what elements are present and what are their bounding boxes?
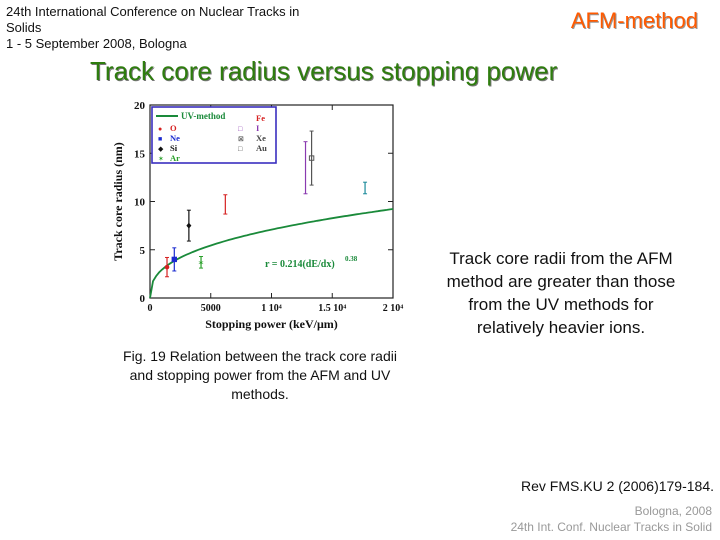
- track-radius-chart: 0 5000 1 10⁴ 1.5 10⁴ 2 10⁴ 0 5 10 15 20 Stopping p…: [111, 100, 404, 331]
- x-tick-label: 0: [148, 303, 153, 314]
- point-ar: ✶: [198, 258, 205, 267]
- legend-label-ar: Ar: [170, 153, 180, 163]
- legend-symbol-i: □: [238, 125, 243, 133]
- legend-label-i: I: [256, 123, 260, 133]
- footer-line-2: 24th Int. Conf. Nuclear Tracks in Solid: [510, 520, 712, 534]
- conference-title: 24th International Conference on Nuclear…: [6, 4, 300, 51]
- method-label: AFM-method: [570, 8, 698, 33]
- x-tick-label: 1 10⁴: [261, 303, 282, 314]
- legend-symbol-si: ◆: [158, 145, 164, 153]
- fit-equation: r = 0.214(dE/dx): [265, 259, 335, 270]
- legend-symbol-au: □: [238, 145, 243, 153]
- legend-symbol-ar: ✶: [158, 155, 164, 163]
- y-axis-label: Track core radius (nm): [111, 142, 125, 261]
- legend-label-au: Au: [256, 143, 267, 153]
- y-tick-label: 5: [140, 245, 146, 257]
- legend-label-ne: Ne: [170, 133, 180, 143]
- footer: Bologna, 2008 24th Int. Conf. Nuclear Tr…: [511, 503, 712, 535]
- y-tick-label: 0: [140, 293, 146, 305]
- legend-label-fe: Fe: [256, 113, 265, 123]
- legend-label-si: Si: [170, 143, 178, 153]
- legend-symbol-ne: ■: [158, 135, 162, 143]
- slide-title: Track core radius versus stopping power: [90, 56, 558, 86]
- fit-exponent: 0.38: [345, 255, 358, 263]
- y-tick-label: 20: [134, 100, 146, 112]
- legend-label-xe: Xe: [256, 133, 266, 143]
- legend-symbol-xe: ⊠: [238, 135, 244, 143]
- x-tick-label: 1.5 10⁴: [318, 303, 346, 314]
- point-ne: [171, 256, 177, 263]
- y-tick-label: 10: [134, 197, 146, 209]
- x-tick-label: 2 10⁴: [383, 303, 404, 314]
- footer-line-1: Bologna, 2008: [634, 504, 712, 518]
- y-tick-label: 15: [134, 148, 146, 160]
- point-si: [186, 222, 192, 229]
- figure-caption: Fig. 19 Relation between the track core …: [123, 348, 397, 402]
- legend-label-o: O: [170, 123, 177, 133]
- x-axis-label: Stopping power (keV/μm): [205, 317, 338, 331]
- point-xe: [308, 155, 315, 161]
- uv-fit-curve: [149, 208, 394, 299]
- x-tick-label: 5000: [201, 303, 221, 314]
- legend-symbol-o: ●: [158, 125, 162, 133]
- legend-fit-label: UV-method: [181, 111, 225, 121]
- reference-citation: Rev FMS.KU 2 (2006)179-184.: [521, 478, 714, 494]
- conclusion-note: Track core radii from the AFM method are…: [446, 249, 676, 337]
- point-o: [164, 264, 170, 270]
